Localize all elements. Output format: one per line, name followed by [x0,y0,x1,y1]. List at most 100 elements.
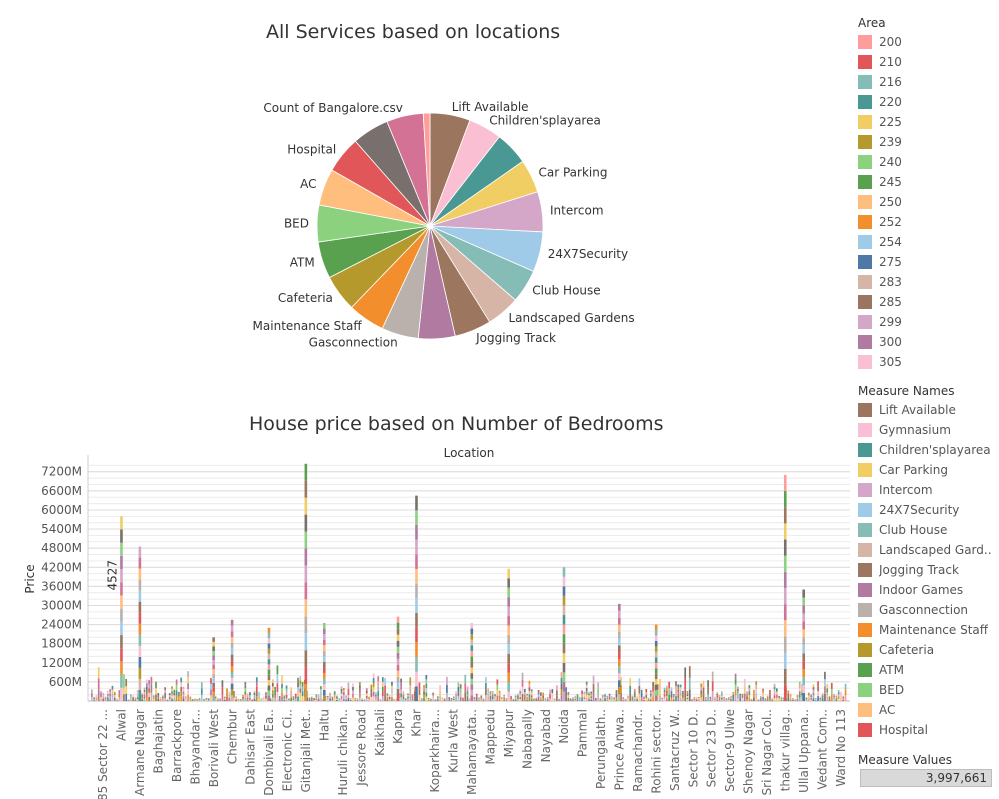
bar-segment[interactable] [668,688,670,695]
bar-segment[interactable] [411,699,414,701]
measure-legend-item[interactable]: Children'splayarea [858,442,991,458]
bar-segment[interactable] [633,699,636,701]
bar-segment[interactable] [802,661,805,670]
bar-segment[interactable] [567,697,570,701]
bar-segment[interactable] [120,542,123,556]
bar-segment[interactable] [470,661,474,668]
bar-segment[interactable] [622,698,625,700]
bar-segment[interactable] [343,690,345,693]
bar-segment[interactable] [138,557,142,569]
bar-segment[interactable] [734,679,737,685]
bar-segment[interactable] [370,692,373,697]
bar-segment[interactable] [370,684,373,689]
bar-segment[interactable] [578,696,581,699]
bar-segment[interactable] [388,698,391,701]
bar-segment[interactable] [562,586,566,596]
bar-segment[interactable] [260,698,263,700]
bar-segment[interactable] [182,693,185,697]
bar-segment[interactable] [198,700,201,701]
bar-segment[interactable] [812,684,815,688]
bar-segment[interactable] [659,689,661,696]
bar-segment[interactable] [120,648,123,662]
bar-segment[interactable] [590,693,593,695]
bar-segment[interactable] [157,699,160,701]
bar-segment[interactable] [246,695,249,698]
bar-segment[interactable] [714,697,716,699]
bar-segment[interactable] [686,692,689,695]
bar-segment[interactable] [556,695,558,701]
bar-segment[interactable] [526,696,528,698]
bar-segment[interactable] [267,638,271,644]
bar-segment[interactable] [654,679,658,685]
bar-segment[interactable] [606,696,609,698]
bar-segment[interactable] [470,650,474,657]
bar-segment[interactable] [359,685,361,689]
bar-segment[interactable] [271,686,274,691]
bar-segment[interactable] [711,681,714,692]
bar-segment[interactable] [212,655,215,661]
bar-segment[interactable] [840,691,842,695]
bar-segment[interactable] [551,697,554,701]
bar-segment[interactable] [792,700,794,701]
bar-segment[interactable] [473,697,476,699]
bar-segment[interactable] [802,621,805,630]
bar-segment[interactable] [384,693,386,701]
bar-segment[interactable] [711,691,714,701]
bar-segment[interactable] [120,687,123,701]
bar-segment[interactable] [120,608,123,622]
bar-segment[interactable] [107,695,109,698]
bar-segment[interactable] [427,697,430,699]
bar-segment[interactable] [317,694,320,697]
bar-segment[interactable] [759,696,762,698]
bar-segment[interactable] [478,698,480,700]
bar-segment[interactable] [830,694,833,701]
bar-segment[interactable] [159,698,162,700]
bar-segment[interactable] [599,698,602,700]
bar-segment[interactable] [810,699,813,701]
bar-segment[interactable] [189,698,192,700]
bar-segment[interactable] [482,699,485,701]
bar-segment[interactable] [404,698,407,700]
bar-segment[interactable] [138,546,142,558]
bar-segment[interactable] [352,694,354,698]
bar-segment[interactable] [723,700,725,701]
bar-segment[interactable] [375,696,377,699]
bar-segment[interactable] [507,616,510,626]
bar-segment[interactable] [407,698,409,700]
bar-segment[interactable] [411,698,414,700]
bar-segment[interactable] [590,697,593,700]
bar-segment[interactable] [633,695,636,698]
bar-segment[interactable] [656,684,659,690]
bar-segment[interactable] [526,698,528,700]
bar-segment[interactable] [629,685,632,694]
bar-segment[interactable] [189,696,192,698]
measure-legend-item[interactable]: Gymnasium [858,422,951,438]
bar-segment[interactable] [549,689,551,692]
bar-segment[interactable] [546,698,549,700]
bar-segment[interactable] [590,699,593,701]
bar-segment[interactable] [801,695,803,699]
bar-segment[interactable] [441,700,444,701]
bar-segment[interactable] [349,699,352,701]
bar-segment[interactable] [675,686,677,692]
bar-segment[interactable] [391,685,393,690]
bar-segment[interactable] [801,689,803,693]
bar-segment[interactable] [352,690,354,695]
bar-segment[interactable] [315,699,318,701]
bar-segment[interactable] [546,696,549,698]
bar-segment[interactable] [111,685,114,690]
bar-segment[interactable] [821,695,824,698]
bar-segment[interactable] [375,699,377,701]
bar-segment[interactable] [734,690,737,696]
bar-segment[interactable] [459,696,462,701]
bar-segment[interactable] [326,698,329,700]
bar-segment[interactable] [317,696,320,699]
bar-segment[interactable] [212,669,215,674]
bar-segment[interactable] [755,697,758,701]
bar-segment[interactable] [180,696,183,701]
bar-segment[interactable] [709,699,712,701]
bar-segment[interactable] [274,698,276,701]
bar-segment[interactable] [249,695,251,697]
bar-segment[interactable] [414,698,416,701]
bar-segment[interactable] [336,699,338,701]
